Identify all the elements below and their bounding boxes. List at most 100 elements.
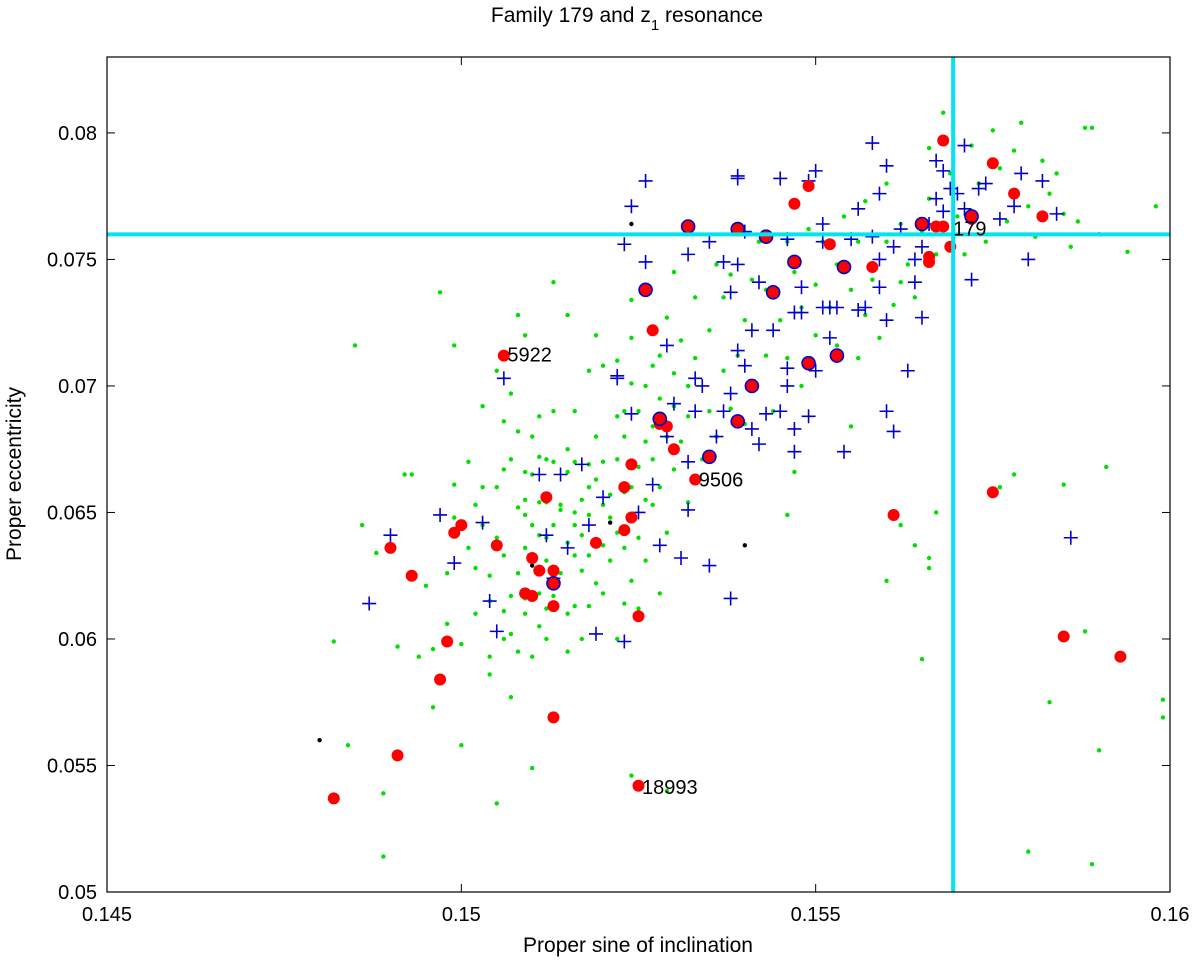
blue-plus-point (794, 305, 809, 320)
red-point (547, 711, 560, 724)
y-tick-label: 0.07 (58, 376, 97, 398)
red-point (1057, 630, 1070, 643)
green-point (749, 277, 755, 282)
reference-lines (107, 57, 1170, 892)
green-point (643, 558, 648, 563)
blue-plus-point (907, 275, 922, 290)
blue-plus-point (1007, 199, 1022, 214)
blue-plus-point (879, 404, 894, 419)
green-point (926, 555, 932, 561)
green-point (969, 143, 974, 148)
blue-plus-point (773, 404, 788, 419)
blue-plus-point (588, 626, 603, 641)
green-point (792, 469, 797, 475)
green-point (600, 591, 606, 596)
green-point (863, 312, 868, 318)
green-point (721, 295, 726, 300)
red-point-ringed (964, 209, 979, 224)
green-point (402, 472, 407, 477)
green-point (636, 409, 641, 414)
x-tick-label: 0.155 (791, 904, 841, 926)
red-point-ringed (680, 219, 696, 234)
x-tick-label: 0.145 (82, 904, 132, 926)
green-point (572, 459, 577, 465)
green-point (409, 472, 414, 477)
blue-plus-point (936, 163, 951, 178)
green-point (650, 363, 655, 368)
green-point (692, 295, 698, 300)
green-point (537, 500, 542, 505)
green-point (813, 282, 818, 287)
green-point (1061, 482, 1066, 487)
blue-plus-point (737, 358, 752, 373)
y-tick-label: 0.05 (58, 882, 97, 904)
y-tick-label: 0.055 (47, 755, 97, 777)
red-point (327, 792, 340, 805)
green-point (551, 593, 556, 599)
red-point (1008, 187, 1021, 200)
green-point (671, 467, 677, 472)
green-point (579, 636, 585, 642)
green-point (997, 484, 1003, 490)
green-point (643, 383, 648, 389)
green-point (1082, 629, 1088, 634)
red-point (497, 349, 510, 362)
green-point (657, 396, 662, 401)
blue-plus-point (914, 239, 929, 254)
green-point (600, 543, 606, 548)
red-point (434, 673, 447, 686)
blue-plus-point (886, 424, 901, 439)
green-point (898, 279, 903, 285)
green-point (1075, 219, 1081, 224)
blue-plus-point (681, 454, 696, 469)
green-point (629, 484, 634, 490)
green-point (544, 457, 549, 462)
green-point (877, 335, 882, 341)
green-point (537, 533, 542, 538)
green-point (714, 262, 719, 267)
green-point (933, 510, 939, 515)
green-point (685, 414, 691, 419)
red-point (384, 541, 397, 554)
green-point (1160, 697, 1166, 702)
green-point (508, 593, 514, 599)
green-point (636, 464, 641, 470)
red-point-ringed (702, 449, 717, 465)
green-point (522, 611, 528, 616)
green-point (586, 512, 592, 518)
green-point (487, 654, 492, 659)
green-point (487, 573, 492, 578)
green-point (650, 457, 655, 462)
blue-plus-point (815, 217, 830, 231)
green-point (615, 414, 620, 419)
green-point (473, 565, 478, 571)
red-point (625, 458, 638, 471)
blue-plus-point (872, 280, 887, 295)
blue-plus-point (730, 171, 745, 186)
blue-plus-point (447, 556, 462, 571)
blue-plus-point (723, 386, 738, 401)
plot-frame (106, 56, 1171, 893)
green-point (806, 226, 811, 232)
green-point (558, 502, 563, 508)
blue-plus-point (851, 303, 866, 318)
blue-plus-point (851, 201, 866, 216)
green-point (692, 355, 698, 361)
red-point-ringed (836, 259, 852, 275)
green-point (501, 419, 507, 424)
green-point (466, 545, 471, 551)
green-point (891, 302, 896, 308)
red-point (986, 486, 999, 499)
green-point (423, 583, 429, 589)
green-point (600, 459, 606, 465)
green-point (515, 312, 521, 318)
green-point (607, 492, 613, 497)
green-point (530, 434, 535, 439)
blue-plus-point (886, 239, 901, 254)
red-point (1114, 650, 1127, 663)
green-point (565, 649, 570, 654)
green-point (1011, 148, 1017, 153)
red-point-ringed (730, 414, 746, 429)
blue-plus-point (723, 285, 738, 300)
